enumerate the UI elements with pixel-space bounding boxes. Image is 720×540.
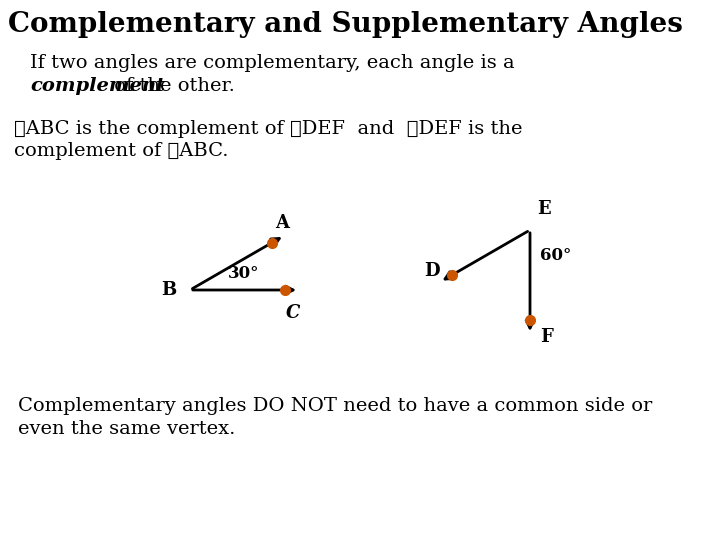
Text: ∡ABC is the complement of ∡DEF  and  ∡DEF is the: ∡ABC is the complement of ∡DEF and ∡DEF … (14, 120, 523, 138)
Text: 60°: 60° (540, 247, 572, 265)
Text: D: D (424, 262, 440, 280)
Text: complement: complement (30, 77, 165, 95)
Text: even the same vertex.: even the same vertex. (18, 420, 235, 438)
Text: Complementary and Supplementary Angles: Complementary and Supplementary Angles (8, 11, 683, 38)
Text: Complementary angles DO NOT need to have a common side or: Complementary angles DO NOT need to have… (18, 397, 652, 415)
Text: of the other.: of the other. (108, 77, 235, 95)
Text: C: C (286, 304, 300, 322)
Text: If two angles are complementary, each angle is a: If two angles are complementary, each an… (30, 54, 515, 72)
Text: A: A (275, 214, 289, 233)
Text: F: F (540, 328, 553, 346)
Text: E: E (537, 200, 551, 218)
Text: complement of ∡ABC.: complement of ∡ABC. (14, 142, 228, 160)
Text: B: B (161, 281, 176, 299)
Text: 30°: 30° (228, 265, 259, 282)
